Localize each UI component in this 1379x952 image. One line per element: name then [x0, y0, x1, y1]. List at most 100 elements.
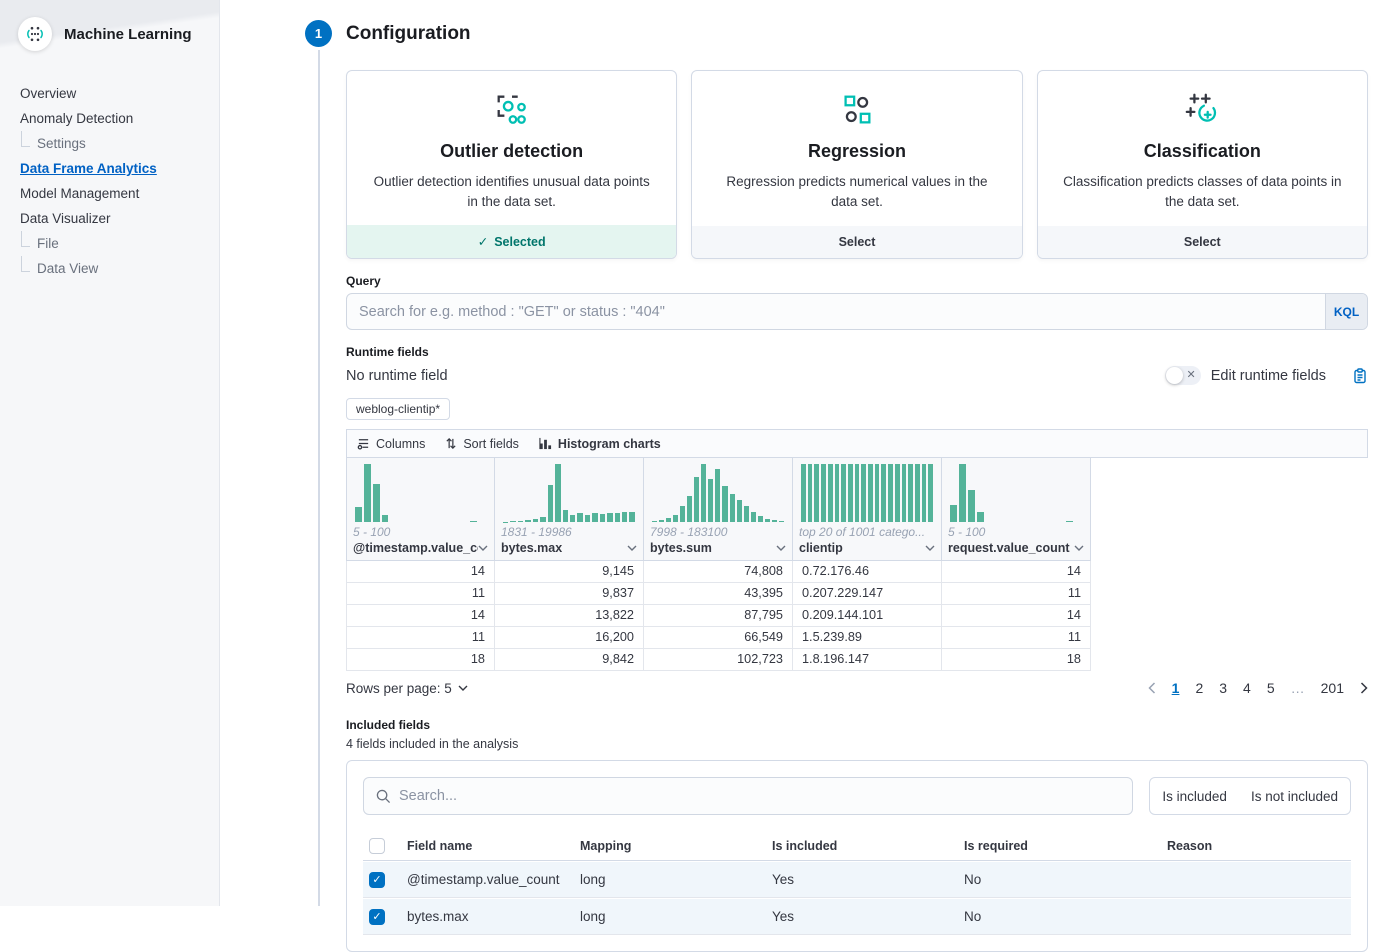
data-grid-body: 14 9,145 74,808 0.72.176.46 14 11 9,837 … [346, 560, 1368, 671]
column-range: 5 - 100 [353, 525, 488, 539]
cell: 74,808 [644, 561, 793, 582]
sidebar-item-settings[interactable]: Settings [0, 131, 219, 156]
fields-search-input[interactable] [399, 788, 1120, 804]
data-grid-header: 5 - 100 @timestamp.value_cou 1831 - 1998… [346, 458, 1091, 560]
chevron-down-icon[interactable] [925, 545, 935, 551]
machine-learning-icon [18, 17, 52, 51]
is-not-included-filter-button[interactable]: Is not included [1239, 778, 1350, 814]
cell: 18 [346, 649, 495, 670]
chevron-down-icon [458, 685, 468, 691]
card-classification[interactable]: Classification Classification predicts c… [1037, 70, 1368, 259]
table-row: 11 16,200 66,549 1.5.239.89 11 [346, 627, 1091, 649]
table-row: 11 9,837 43,395 0.207.229.147 11 [346, 583, 1091, 605]
column-range: 7998 - 183100 [650, 525, 786, 539]
cell: 9,837 [495, 583, 644, 604]
kql-language-button[interactable]: KQL [1325, 294, 1367, 329]
sidebar-nav: Overview Anomaly Detection Settings Data… [0, 81, 219, 281]
cell: 1.5.239.89 [793, 627, 942, 648]
edit-runtime-fields-toggle[interactable]: ✕ [1165, 366, 1201, 385]
query-search-input[interactable] [347, 294, 1325, 329]
page-button[interactable]: 1 [1172, 680, 1180, 696]
histogram-chart [353, 462, 488, 522]
step-connector-line [318, 50, 320, 906]
sidebar-item-overview[interactable]: Overview [0, 81, 219, 106]
cell: 14 [346, 605, 495, 626]
page-button[interactable]: 2 [1195, 680, 1203, 696]
sidebar-item-anomaly-detection[interactable]: Anomaly Detection [0, 106, 219, 131]
cell: 16,200 [495, 627, 644, 648]
index-pattern-badge[interactable]: weblog-clientip* [346, 398, 450, 420]
outlier-detection-icon [369, 89, 654, 131]
card-description: Classification predicts classes of data … [1060, 172, 1345, 211]
cell: 18 [942, 649, 1091, 670]
card-description: Outlier detection identifies unusual dat… [369, 172, 654, 211]
histogram-charts-button[interactable]: Histogram charts [539, 437, 661, 451]
column-header-bytes-max[interactable]: 1831 - 19986 bytes.max [495, 458, 644, 560]
columns-button[interactable]: Columns [357, 437, 425, 451]
sidebar-item-file[interactable]: File [0, 231, 219, 256]
copy-icon[interactable] [1352, 368, 1368, 384]
app-title: Machine Learning [64, 26, 192, 43]
chevron-down-icon[interactable] [627, 545, 637, 551]
sidebar-item-data-view[interactable]: Data View [0, 256, 219, 281]
data-grid-toolbar: Columns Sort fields Histogram charts [346, 429, 1368, 458]
is-included-cell: Yes [772, 909, 964, 924]
sidebar-item-data-visualizer[interactable]: Data Visualizer [0, 206, 219, 231]
column-header-request-value-count[interactable]: 5 - 100 request.value_count [942, 458, 1091, 560]
column-name: @timestamp.value_cou [353, 541, 478, 555]
cell: 11 [942, 583, 1091, 604]
is-included-cell: Yes [772, 872, 964, 887]
toggle-knob [1166, 367, 1183, 384]
toggle-off-icon: ✕ [1187, 368, 1196, 381]
page-button[interactable]: 4 [1243, 680, 1251, 696]
page-button[interactable]: 3 [1219, 680, 1227, 696]
next-page-icon[interactable] [1360, 682, 1368, 694]
rows-per-page-button[interactable]: Rows per page: 5 [346, 681, 468, 696]
page-ellipsis: … [1291, 680, 1305, 696]
main-content: 1 Configuration Outlier detection Outlie… [220, 0, 1379, 906]
cell: 14 [346, 561, 495, 582]
table-row: ✓ @timestamp.value_count long Yes No [363, 862, 1351, 898]
chevron-down-icon[interactable] [776, 545, 786, 551]
table-row: 14 9,145 74,808 0.72.176.46 14 [346, 560, 1091, 583]
select-button[interactable]: Select [692, 226, 1021, 258]
runtime-fields-label: Runtime fields [346, 345, 1368, 359]
column-name: bytes.max [501, 541, 627, 555]
regression-icon [714, 89, 999, 131]
cell: 43,395 [644, 583, 793, 604]
selected-button[interactable]: ✓Selected [347, 225, 676, 258]
page-button[interactable]: 201 [1321, 680, 1344, 696]
card-outlier-detection[interactable]: Outlier detection Outlier detection iden… [346, 70, 677, 259]
select-button[interactable]: Select [1038, 226, 1367, 258]
mapping-cell: long [580, 872, 772, 887]
previous-page-icon[interactable] [1148, 682, 1156, 694]
histogram-icon [539, 437, 552, 450]
sidebar-item-model-management[interactable]: Model Management [0, 181, 219, 206]
cell: 14 [942, 605, 1091, 626]
pagination-row: Rows per page: 5 1 2 3 4 5 … 201 [346, 680, 1368, 696]
table-row: 14 13,822 87,795 0.209.144.101 14 [346, 605, 1091, 627]
row-checkbox[interactable]: ✓ [369, 909, 385, 925]
edit-runtime-fields-label: Edit runtime fields [1211, 368, 1326, 384]
select-all-checkbox[interactable] [369, 838, 385, 854]
sidebar-item-data-frame-analytics[interactable]: Data Frame Analytics [0, 156, 219, 181]
column-header-clientip[interactable]: top 20 of 1001 catego... clientip [793, 458, 942, 560]
card-regression[interactable]: Regression Regression predicts numerical… [691, 70, 1022, 259]
column-range: 5 - 100 [948, 525, 1084, 539]
sidebar: Machine Learning Overview Anomaly Detect… [0, 0, 220, 906]
chevron-down-icon[interactable] [478, 545, 488, 551]
query-label: Query [346, 274, 1368, 288]
column-header-timestamp-value-count[interactable]: 5 - 100 @timestamp.value_cou [346, 458, 495, 560]
page-button[interactable]: 5 [1267, 680, 1275, 696]
column-header: Mapping [580, 839, 772, 853]
sort-fields-button[interactable]: Sort fields [445, 437, 519, 451]
chevron-down-icon[interactable] [1074, 545, 1084, 551]
column-name: clientip [799, 541, 925, 555]
row-checkbox[interactable]: ✓ [369, 872, 385, 888]
fields-search-box [363, 777, 1133, 815]
column-name: bytes.sum [650, 541, 776, 555]
is-included-filter-button[interactable]: Is included [1150, 778, 1239, 814]
column-header-bytes-sum[interactable]: 7998 - 183100 bytes.sum [644, 458, 793, 560]
classification-icon [1060, 89, 1345, 131]
column-header: Is included [772, 839, 964, 853]
